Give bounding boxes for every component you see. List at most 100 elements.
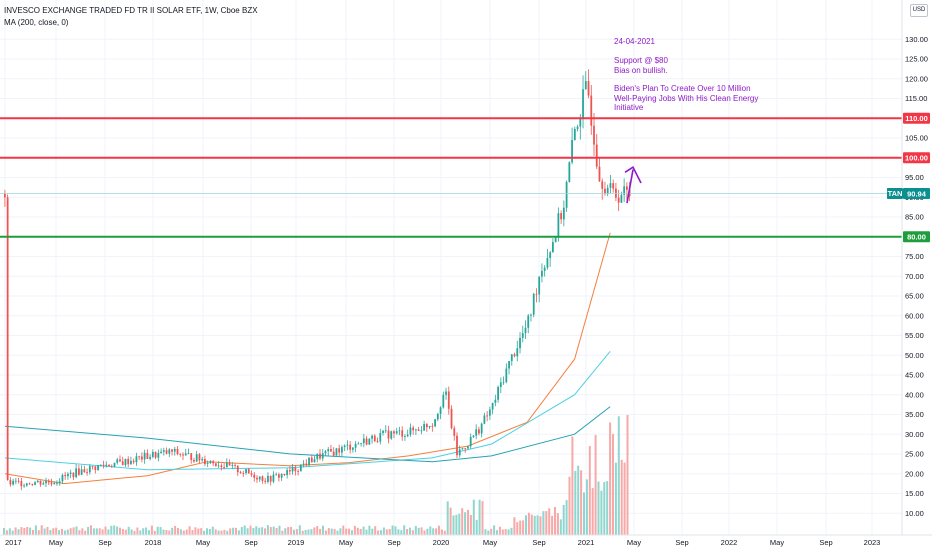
- moving-average-line: [4, 232, 611, 485]
- symbol-tag: TAN: [888, 189, 903, 198]
- candle-body: [42, 483, 45, 485]
- volume-bar: [585, 479, 588, 535]
- candle-body: [442, 394, 445, 408]
- candle-body: [530, 314, 532, 316]
- volume-bar: [348, 528, 351, 535]
- volume-bar: [220, 530, 223, 535]
- volume-bar: [617, 416, 620, 535]
- volume-bar: [165, 529, 168, 535]
- candle-body: [469, 436, 472, 447]
- level-label-bg: [903, 152, 930, 164]
- level-label-bg: [903, 112, 930, 124]
- indicator-legend[interactable]: MA (200, close, 0): [4, 18, 69, 27]
- candle-body: [620, 194, 623, 203]
- volume-bar: [554, 507, 556, 535]
- volume-bar: [240, 527, 243, 535]
- candle-body: [31, 484, 34, 486]
- volume-bar: [614, 462, 617, 535]
- price-tick-label: 50.00: [905, 351, 924, 360]
- candle-body: [625, 186, 628, 190]
- candle-body: [527, 315, 530, 328]
- volume-bar: [101, 529, 104, 535]
- candle-body: [47, 481, 50, 483]
- volume-bar: [565, 500, 568, 535]
- candle-body: [302, 463, 305, 465]
- volume-bar: [414, 526, 417, 535]
- candle-body: [343, 445, 346, 447]
- candle-body: [72, 472, 75, 478]
- price-tick-label: 30.00: [905, 430, 924, 439]
- volume-bar: [336, 530, 339, 535]
- time-axis-bg: [0, 535, 932, 550]
- volume-bar: [23, 528, 26, 535]
- volume-bar: [475, 519, 478, 535]
- candle-body: [453, 428, 456, 436]
- currency-button[interactable]: USD: [910, 4, 928, 17]
- candle-body: [105, 464, 108, 466]
- volume-bar: [513, 517, 516, 535]
- candle-body: [83, 469, 86, 473]
- time-tick-label: 2021: [578, 538, 595, 547]
- volume-bar: [142, 528, 145, 535]
- candle-body: [335, 448, 338, 456]
- projection-arrow: [624, 166, 642, 204]
- candle-body: [362, 438, 365, 444]
- candle-body: [294, 467, 297, 472]
- price-tick-label: 10.00: [905, 509, 924, 518]
- candle-body: [204, 459, 206, 464]
- volume-bar: [623, 462, 626, 535]
- candle-body: [376, 441, 379, 442]
- volume-bar: [519, 520, 522, 535]
- candle-body: [110, 466, 113, 467]
- volume-bar: [98, 528, 101, 535]
- volume-bar: [252, 528, 255, 535]
- volume-bar: [185, 529, 188, 535]
- volume-bar: [52, 528, 55, 535]
- candle-body: [316, 453, 319, 460]
- candle-body: [195, 454, 198, 462]
- candle-body: [61, 475, 64, 482]
- volume-bar: [159, 527, 162, 535]
- candle-body: [176, 448, 179, 455]
- candle-body: [497, 386, 499, 400]
- volume-bar: [501, 529, 504, 535]
- candle-body: [108, 464, 110, 467]
- candle-body: [80, 469, 83, 475]
- candle-body: [502, 382, 505, 383]
- volume-bar: [493, 525, 496, 535]
- annotation-news-line: Well-Paying Jobs With His Clean Energy: [614, 93, 759, 103]
- candle-body: [398, 430, 401, 432]
- candle-body: [17, 480, 20, 482]
- volume-histogram: [3, 415, 629, 535]
- candle-body: [598, 166, 601, 182]
- volume-bar: [182, 530, 185, 535]
- volume-bar: [49, 529, 52, 535]
- volume-bar: [600, 490, 603, 535]
- volume-bar: [591, 488, 594, 535]
- volume-bar: [258, 527, 261, 535]
- candle-body: [245, 469, 247, 474]
- candle-body: [341, 446, 343, 453]
- volume-bar: [14, 527, 17, 535]
- candle-body: [458, 449, 461, 456]
- candle-body: [4, 193, 6, 198]
- volume-bar: [452, 515, 455, 535]
- volume-bar: [139, 530, 142, 535]
- price-tick-label: 40.00: [905, 390, 924, 399]
- candle-body: [549, 252, 552, 259]
- volume-bar: [498, 526, 501, 535]
- time-tick-label: 2023: [864, 538, 881, 547]
- volume-bar: [388, 529, 391, 535]
- candle-body: [554, 237, 557, 243]
- chart-title: INVESCO EXCHANGE TRADED FD TR II SOLAR E…: [4, 6, 258, 15]
- volume-bar: [191, 530, 194, 535]
- time-tick-label: 2018: [145, 538, 162, 547]
- volume-bar: [522, 520, 525, 535]
- volume-bar: [5, 530, 8, 535]
- price-tick-label: 60.00: [905, 311, 924, 320]
- candle-body: [190, 453, 193, 460]
- candle-body: [587, 81, 590, 96]
- volume-bar: [8, 528, 11, 535]
- volume-bar: [443, 530, 446, 535]
